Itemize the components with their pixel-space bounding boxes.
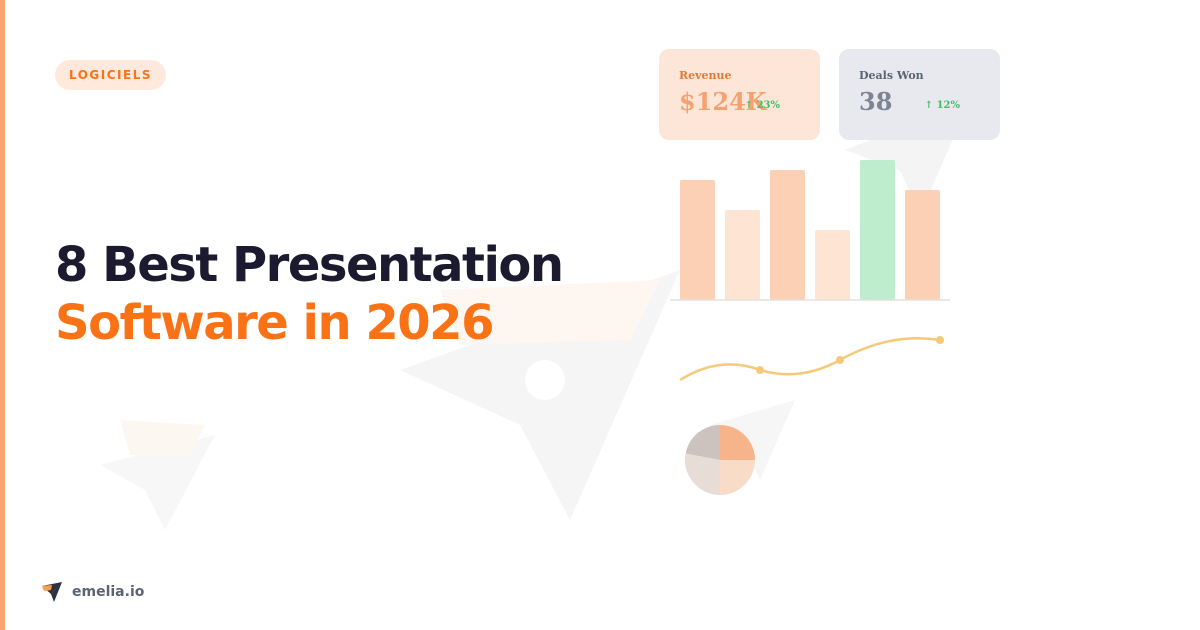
chart-bar bbox=[770, 170, 805, 300]
emelia-logo-icon bbox=[42, 582, 62, 602]
chart-pie-slice bbox=[685, 453, 720, 495]
paper-plane-icon bbox=[710, 400, 795, 480]
page-title: 8 Best Presentation Software in 2026 bbox=[55, 236, 564, 352]
brand: emelia.io bbox=[40, 580, 144, 604]
dashboard-chart bbox=[670, 160, 950, 495]
deals-won-value: 38 bbox=[859, 87, 893, 116]
brand-name: emelia.io bbox=[72, 584, 145, 600]
chart-pie-slice bbox=[720, 460, 755, 495]
paper-plane-icon bbox=[100, 420, 215, 530]
chart-pie-slice bbox=[685, 425, 720, 460]
revenue-value: $124K bbox=[679, 87, 767, 116]
title-line-1: 8 Best Presentation bbox=[55, 237, 564, 293]
chart-point bbox=[836, 356, 844, 364]
chart-bar bbox=[860, 160, 895, 300]
chart-series-line bbox=[679, 337, 941, 382]
chart-pie-slice bbox=[720, 425, 755, 460]
category-badge: LOGICIELS bbox=[55, 60, 166, 90]
title-line-2: Software in 2026 bbox=[55, 295, 494, 351]
chart-bar bbox=[815, 230, 850, 300]
chart-point bbox=[756, 366, 764, 374]
revenue-card: Revenue $124K ↑ 23% bbox=[659, 49, 820, 140]
chart-bar bbox=[680, 180, 715, 300]
deals-won-delta: ↑ 12% bbox=[924, 100, 960, 111]
chart-bar bbox=[905, 190, 940, 300]
chart-point bbox=[936, 336, 944, 344]
paper-plane-icon bbox=[400, 270, 680, 520]
deals-won-label: Deals Won bbox=[859, 69, 924, 82]
chart-bar bbox=[725, 210, 760, 300]
left-accent-bar bbox=[0, 0, 5, 630]
deals-won-card: Deals Won 38 ↑ 12% bbox=[839, 49, 1000, 140]
revenue-label: Revenue bbox=[679, 69, 732, 82]
revenue-delta: ↑ 23% bbox=[744, 100, 780, 111]
